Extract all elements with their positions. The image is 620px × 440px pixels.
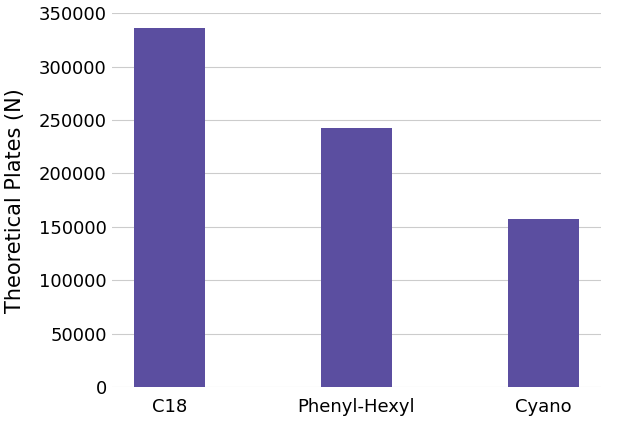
Y-axis label: Theoretical Plates (N): Theoretical Plates (N) bbox=[5, 88, 25, 312]
Bar bbox=[134, 28, 205, 387]
Bar bbox=[321, 128, 392, 387]
Bar bbox=[508, 220, 579, 387]
